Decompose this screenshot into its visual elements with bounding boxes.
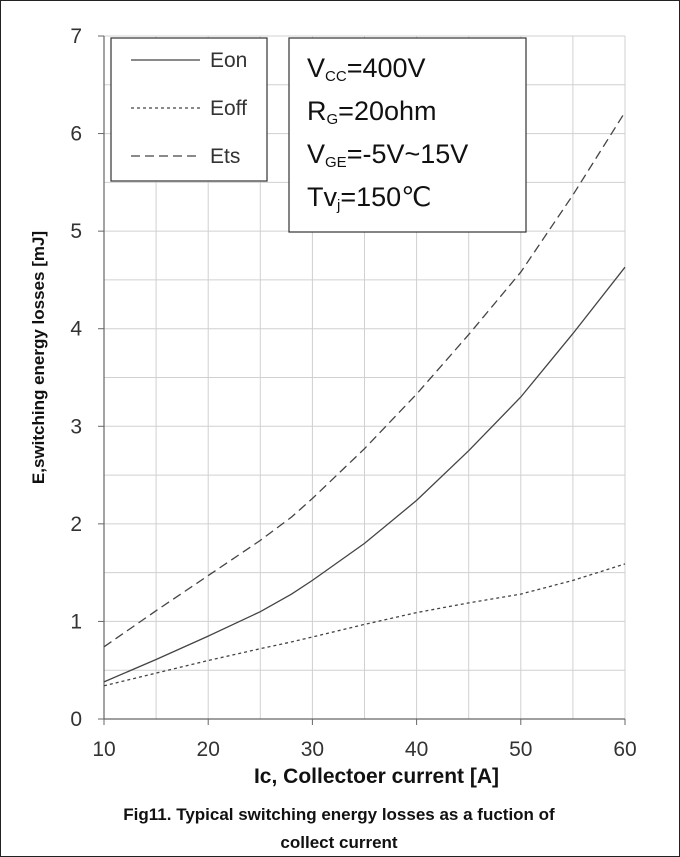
conditions-box — [288, 37, 527, 233]
legend-label-eoff: Eoff — [210, 97, 247, 120]
legend-box — [110, 37, 268, 182]
y-axis-label: E,switching energy losses [mJ] — [29, 231, 48, 484]
y-tick-label: 7 — [70, 25, 82, 48]
legend-label-eon: Eon — [210, 49, 247, 72]
condition-line: Tvj=150℃ — [307, 182, 431, 214]
x-tick-label: 30 — [301, 738, 324, 761]
x-tick-label: 40 — [405, 738, 428, 761]
y-tick-label: 3 — [70, 415, 82, 438]
condition-line: VCC=400V — [307, 53, 426, 85]
y-tick-label: 0 — [70, 708, 82, 731]
legend-label-ets: Ets — [210, 145, 240, 168]
series-line-eon — [103, 266, 626, 683]
y-tick-label: 6 — [70, 123, 82, 146]
x-tick-label: 60 — [613, 738, 636, 761]
y-tick-label: 1 — [70, 610, 82, 633]
series-line-ets — [103, 111, 626, 648]
condition-line: VGE=-5V~15V — [307, 139, 468, 171]
x-tick-label: 50 — [509, 738, 532, 761]
figure-caption-line: collect current — [280, 833, 397, 852]
x-tick-label: 20 — [197, 738, 220, 761]
x-axis-label: Ic, Collectoer current [A] — [254, 765, 499, 788]
series-line-eoff — [103, 563, 626, 687]
x-tick-label: 10 — [92, 738, 115, 761]
y-tick-label: 2 — [70, 513, 82, 536]
y-tick-label: 4 — [70, 318, 82, 341]
condition-line: RG=20ohm — [307, 96, 437, 128]
y-tick-label: 5 — [70, 220, 82, 243]
figure-caption-line: Fig11. Typical switching energy losses a… — [123, 805, 555, 824]
